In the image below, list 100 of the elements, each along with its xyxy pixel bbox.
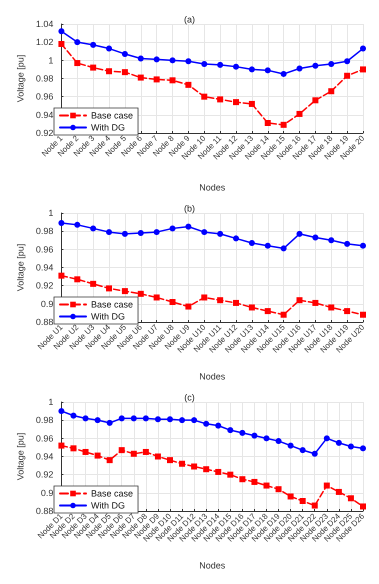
point: [118, 415, 125, 422]
point: [130, 415, 137, 422]
point: [248, 240, 255, 246]
point: [138, 56, 144, 62]
point: [360, 445, 366, 452]
point: [344, 72, 350, 79]
point: [336, 440, 342, 446]
point: [251, 432, 258, 439]
y-tick-label: 0.92: [36, 470, 54, 480]
point: [74, 222, 80, 228]
chart-title: (a): [184, 14, 195, 24]
point: [82, 415, 89, 422]
point: [296, 297, 303, 304]
point: [328, 60, 334, 67]
point: [201, 60, 208, 67]
point: [106, 46, 112, 52]
point: [360, 312, 366, 318]
point: [90, 225, 96, 232]
legend-label: With DG: [91, 500, 126, 510]
point: [122, 50, 128, 57]
point: [185, 304, 192, 310]
point: [122, 69, 128, 76]
y-tick-label: 0.96: [36, 92, 54, 102]
point: [344, 58, 350, 64]
point: [217, 297, 224, 304]
y-tick-label: 1: [48, 208, 54, 218]
point: [280, 312, 287, 318]
point: [154, 229, 160, 236]
point: [276, 486, 282, 492]
y-axis-title: Voltage [pu]: [16, 432, 26, 480]
point: [215, 468, 222, 475]
point: [264, 242, 271, 249]
y-tick-label: 0.88: [36, 317, 54, 327]
point: [94, 452, 101, 459]
point: [328, 304, 334, 310]
y-tick-label: 0.9: [40, 488, 54, 498]
point: [58, 28, 64, 34]
y-tick-label: 1.04: [36, 19, 54, 29]
legend-label: With DG: [91, 312, 126, 322]
point: [201, 229, 208, 236]
point: [74, 39, 80, 46]
point: [170, 225, 176, 232]
x-axis-title: Nodes: [199, 560, 226, 570]
point: [215, 422, 222, 429]
point: [154, 454, 161, 460]
point: [360, 503, 366, 510]
point: [203, 466, 210, 472]
point: [233, 300, 240, 306]
y-tick-label: 0.94: [36, 110, 54, 120]
y-tick-label: 1: [48, 397, 54, 407]
point: [94, 417, 101, 424]
point: [217, 62, 224, 68]
point: [336, 488, 342, 495]
y-tick-label: 0.92: [36, 280, 54, 291]
point: [264, 308, 271, 314]
point: [170, 299, 176, 306]
point: [58, 272, 64, 279]
point: [74, 60, 80, 66]
point: [312, 97, 318, 104]
point: [58, 408, 64, 414]
point: [179, 417, 186, 424]
y-tick-label: 0.88: [36, 506, 54, 516]
x-axis-title: Nodes: [199, 372, 226, 382]
point: [328, 88, 334, 94]
y-tick-label: 0.94: [36, 262, 54, 272]
point: [348, 495, 354, 502]
point: [300, 447, 306, 454]
point: [312, 300, 318, 306]
point: [312, 62, 318, 69]
point: [70, 412, 76, 419]
legend-label: With DG: [91, 122, 126, 132]
point: [185, 82, 192, 88]
point: [288, 493, 294, 500]
point: [138, 74, 144, 81]
point: [360, 66, 366, 72]
point: [118, 447, 125, 454]
point: [154, 76, 160, 82]
point: [239, 430, 246, 436]
y-tick-label: 0.92: [36, 128, 54, 138]
point: [312, 502, 318, 509]
point: [248, 100, 255, 107]
point: [142, 415, 149, 422]
point: [166, 457, 173, 464]
point: [106, 457, 113, 464]
point: [106, 285, 112, 292]
y-tick-label: 0.98: [36, 415, 54, 426]
point: [360, 46, 366, 52]
point: [348, 444, 354, 450]
point: [280, 122, 287, 128]
point: [106, 68, 112, 74]
point: [296, 66, 303, 72]
point: [58, 220, 64, 226]
point: [324, 482, 330, 489]
point: [185, 58, 192, 64]
point: [142, 448, 149, 455]
point: [233, 235, 240, 242]
point: [82, 448, 89, 455]
point: [360, 242, 366, 249]
point: [328, 237, 334, 244]
y-tick-label: 1: [48, 55, 54, 66]
